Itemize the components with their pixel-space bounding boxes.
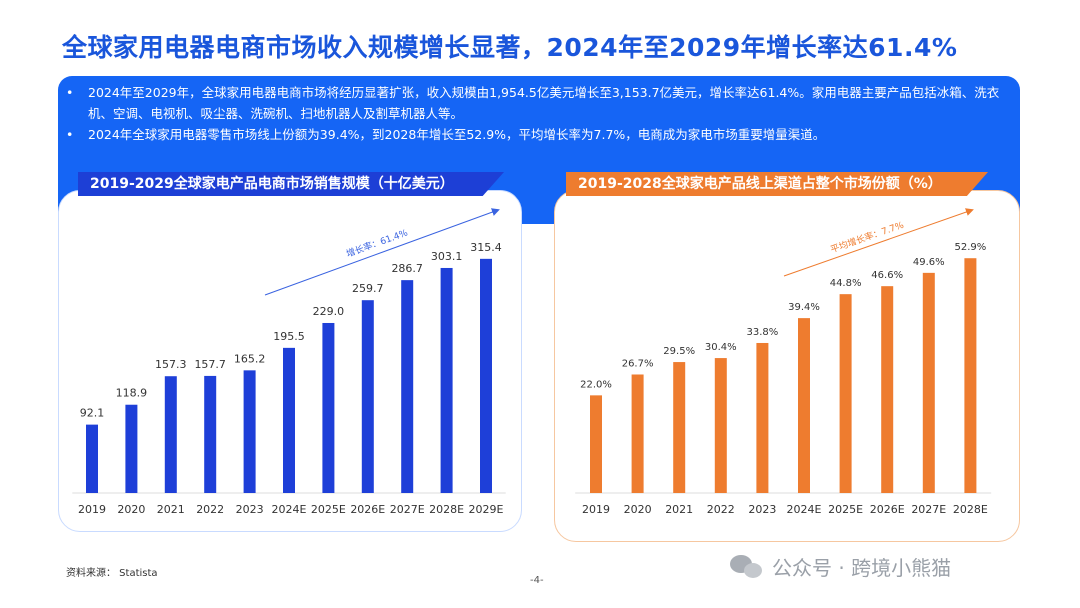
data-label: 52.9% — [955, 242, 987, 253]
online-share-chart-title: 2019-2028全球家电产品线上渠道占整个市场份额（%） — [566, 172, 988, 196]
data-label: 157.7 — [194, 358, 226, 371]
x-tick-label: 2029E — [469, 503, 504, 516]
x-tick-label: 2023 — [748, 503, 776, 516]
summary-bullet: 2024年至2029年，全球家用电器电商市场将经历显著扩张，收入规模由1,954… — [66, 82, 1002, 124]
online-share-chart: 22.0% 2019 26.7% 2020 29.5% 2021 30.4% 2022 33.8… — [575, 208, 992, 516]
bar — [673, 362, 686, 493]
x-tick-label: 2025E — [828, 503, 863, 516]
watermark: 公众号 · 跨境小熊猫 — [730, 551, 951, 581]
summary-bullet: 2024年全球家用电器零售市场线上份额为39.4%，到2028年增长至52.9%… — [66, 124, 1002, 145]
growth-arrow — [264, 208, 500, 296]
data-label: 195.5 — [273, 330, 305, 343]
ecommerce-sales-chart-title: 2019-2029全球家电产品电商市场销售规模（十亿美元） — [78, 172, 504, 196]
data-label: 118.9 — [116, 387, 147, 400]
bar — [204, 375, 217, 493]
bar — [590, 395, 602, 493]
bar — [86, 424, 98, 493]
data-label: 39.4% — [788, 302, 820, 313]
data-label: 303.1 — [431, 250, 463, 263]
x-tick-label: 2021 — [157, 503, 185, 516]
data-label: 46.6% — [871, 270, 903, 281]
x-tick-label: 2023 — [236, 503, 264, 516]
growth-arrow — [783, 208, 974, 277]
bar — [798, 318, 810, 493]
watermark-text: 公众号 · 跨境小熊猫 — [772, 555, 952, 580]
bar — [401, 280, 414, 493]
data-label: 92.1 — [80, 407, 105, 420]
bar — [164, 376, 177, 493]
ecommerce-sales-chart: 92.1 2019 118.9 2020 157.3 2021 157.7 2022 165.2… — [72, 208, 506, 516]
bar — [361, 300, 374, 493]
x-tick-label: 2027E — [390, 503, 425, 516]
x-tick-label: 2020 — [624, 503, 652, 516]
bar — [480, 258, 492, 493]
bar — [125, 404, 138, 493]
x-tick-label: 2028E — [953, 503, 988, 516]
source-note: 资料来源： Statista — [66, 568, 158, 579]
data-label: 315.4 — [470, 241, 502, 254]
x-tick-label: 2026E — [870, 503, 905, 516]
bar — [922, 272, 935, 493]
x-tick-label: 2019 — [582, 503, 610, 516]
data-label: 286.7 — [391, 262, 423, 275]
bar — [756, 342, 769, 493]
x-tick-label: 2026E — [350, 503, 385, 516]
x-tick-label: 2019 — [78, 503, 106, 516]
page-number: -4- — [530, 575, 544, 586]
bar — [839, 294, 852, 493]
page-title: 全球家用电器电商市场收入规模增长显著，2024年至2029年增长率达61.4% — [62, 33, 958, 62]
bar — [964, 258, 977, 493]
bar — [881, 286, 894, 493]
data-label: 29.5% — [663, 346, 695, 357]
data-label: 22.0% — [580, 379, 612, 390]
data-label: 33.8% — [747, 327, 779, 338]
bar — [631, 374, 644, 493]
bar — [243, 370, 256, 493]
summary-list: 2024年至2029年，全球家用电器电商市场将经历显著扩张，收入规模由1,954… — [58, 76, 1020, 145]
x-tick-label: 2024E — [787, 503, 822, 516]
x-tick-label: 2022 — [707, 503, 735, 516]
bar — [440, 267, 453, 493]
data-label: 44.8% — [830, 278, 862, 289]
bar — [714, 358, 727, 493]
x-tick-label: 2020 — [117, 503, 145, 516]
data-label: 49.6% — [913, 257, 945, 268]
x-tick-label: 2024E — [272, 503, 307, 516]
x-tick-label: 2022 — [196, 503, 224, 516]
data-label: 30.4% — [705, 342, 737, 353]
data-label: 259.7 — [352, 282, 384, 295]
data-label: 165.2 — [234, 352, 266, 365]
bar — [283, 347, 295, 493]
x-tick-label: 2025E — [311, 503, 346, 516]
x-tick-label: 2027E — [911, 503, 946, 516]
bar — [322, 322, 335, 493]
x-tick-label: 2028E — [429, 503, 464, 516]
data-label: 157.3 — [155, 358, 187, 371]
growth-annotation: 增长率：61.4% — [345, 226, 410, 260]
x-tick-label: 2021 — [665, 503, 693, 516]
data-label: 229.0 — [313, 305, 345, 318]
data-label: 26.7% — [622, 358, 654, 369]
wechat-icon — [730, 552, 764, 580]
